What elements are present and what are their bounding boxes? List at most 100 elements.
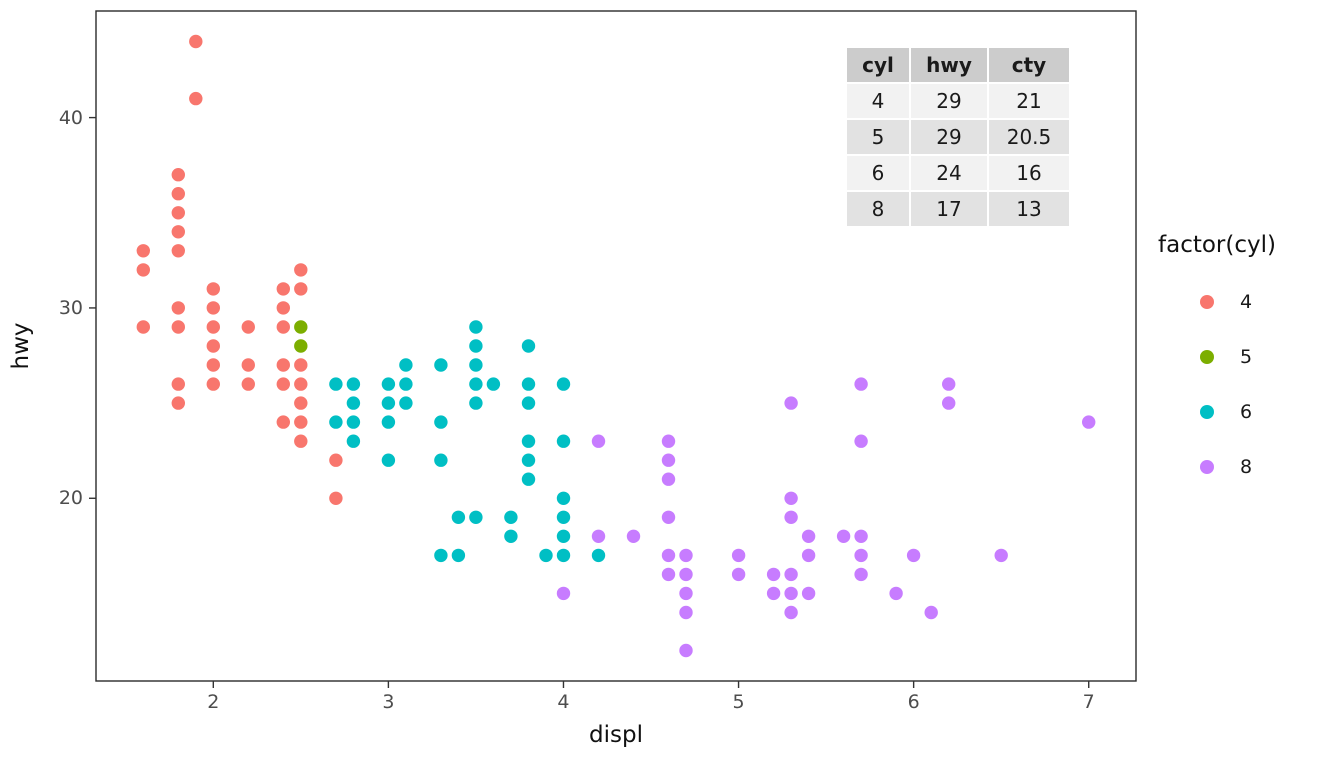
annotation-table-cell: 24 — [911, 156, 987, 190]
y-axis-title: hwy — [8, 322, 34, 370]
data-point-cyl-8 — [661, 434, 676, 448]
data-point-cyl-4 — [276, 282, 290, 296]
annotation-table-cell: 16 — [989, 156, 1069, 190]
data-point-cyl-6 — [521, 472, 536, 486]
data-point-cyl-4 — [171, 187, 185, 201]
data-point-cyl-6 — [469, 377, 483, 391]
data-point-cyl-6 — [486, 377, 501, 391]
data-point-cyl-6 — [346, 434, 361, 448]
legend: factor(cyl) 4 5 6 8 — [1158, 230, 1276, 480]
legend-key-dot — [1200, 349, 1214, 364]
data-point-cyl-4 — [206, 377, 220, 391]
data-point-cyl-8 — [626, 529, 641, 543]
data-point-cyl-4 — [171, 168, 185, 182]
data-point-cyl-8 — [906, 548, 921, 563]
y-tick-label: 30 — [58, 296, 83, 319]
data-point-cyl-4 — [276, 301, 290, 315]
x-tick-label: 6 — [907, 691, 920, 713]
legend-item-cyl-4: 4 — [1158, 288, 1276, 315]
data-point-cyl-6 — [329, 415, 343, 429]
data-point-cyl-8 — [1082, 415, 1096, 429]
x-tick-label: 3 — [382, 691, 395, 713]
data-point-cyl-4 — [241, 377, 255, 391]
data-point-cyl-4 — [171, 320, 185, 334]
data-point-cyl-8 — [679, 586, 693, 601]
data-point-cyl-4 — [206, 339, 220, 353]
data-point-cyl-8 — [854, 529, 868, 543]
data-point-cyl-6 — [434, 548, 448, 563]
data-point-cyl-4 — [294, 415, 308, 429]
annotation-table-cell: 20.5 — [989, 120, 1069, 154]
data-point-cyl-4 — [329, 453, 343, 467]
data-point-cyl-5 — [294, 339, 308, 353]
data-point-cyl-8 — [679, 605, 693, 620]
data-point-cyl-8 — [854, 548, 868, 563]
data-point-cyl-8 — [679, 548, 693, 563]
legend-label: 6 — [1240, 400, 1253, 423]
data-point-cyl-4 — [294, 377, 308, 391]
data-point-cyl-4 — [241, 358, 255, 372]
data-point-cyl-4 — [171, 225, 185, 239]
annotation-table-cell: 4 — [847, 84, 909, 118]
x-tick-label: 5 — [732, 691, 745, 713]
data-point-cyl-6 — [469, 396, 483, 410]
data-point-cyl-6 — [346, 415, 361, 429]
legend-items: 4 5 6 8 — [1158, 288, 1276, 480]
data-point-cyl-8 — [784, 567, 798, 582]
data-point-cyl-8 — [801, 586, 816, 601]
legend-item-cyl-6: 6 — [1158, 398, 1276, 425]
data-point-cyl-4 — [189, 91, 203, 106]
data-point-cyl-4 — [294, 358, 308, 372]
data-point-cyl-5 — [294, 320, 308, 334]
data-point-cyl-4 — [171, 396, 185, 410]
data-point-cyl-8 — [784, 586, 798, 601]
data-point-cyl-6 — [556, 491, 571, 505]
data-point-cyl-6 — [504, 529, 518, 543]
data-point-cyl-8 — [942, 377, 956, 391]
annotation-table-row: 6 24 16 — [847, 156, 1069, 190]
data-point-cyl-6 — [469, 358, 483, 372]
data-point-cyl-8 — [679, 643, 693, 658]
data-point-cyl-8 — [556, 586, 571, 601]
data-point-cyl-8 — [661, 510, 676, 524]
data-point-cyl-8 — [889, 586, 903, 601]
legend-label: 8 — [1240, 455, 1253, 478]
data-point-cyl-6 — [556, 377, 571, 391]
data-point-cyl-4 — [206, 358, 220, 372]
x-tick-label: 7 — [1082, 691, 1095, 713]
annotation-table-cell: 6 — [847, 156, 909, 190]
data-point-cyl-4 — [171, 377, 185, 391]
data-point-cyl-4 — [241, 320, 255, 334]
data-point-cyl-6 — [556, 434, 571, 448]
data-point-cyl-6 — [346, 396, 361, 410]
data-point-cyl-4 — [136, 263, 150, 277]
data-point-cyl-6 — [399, 358, 413, 372]
annotation-table-cell: 13 — [989, 192, 1069, 226]
data-point-cyl-8 — [591, 434, 606, 448]
annotation-table-header: cyl — [847, 48, 909, 82]
data-point-cyl-8 — [731, 567, 746, 582]
legend-label: 5 — [1240, 345, 1253, 368]
annotation-table-cell: 29 — [911, 84, 987, 118]
data-point-cyl-6 — [399, 377, 413, 391]
data-point-cyl-8 — [784, 491, 798, 505]
data-point-cyl-8 — [994, 548, 1008, 563]
data-point-cyl-8 — [766, 567, 781, 582]
data-point-cyl-6 — [556, 510, 571, 524]
data-point-cyl-6 — [329, 377, 343, 391]
annotation-table-header: cty — [989, 48, 1069, 82]
annotation-table-container: cyl hwy cty 4 29 21 5 29 20.5 6 24 16 8 17 13 — [845, 46, 1071, 228]
annotation-table-cell: 21 — [989, 84, 1069, 118]
data-point-cyl-6 — [521, 396, 536, 410]
data-point-cyl-8 — [801, 529, 816, 543]
data-point-cyl-4 — [294, 263, 308, 277]
data-point-cyl-6 — [451, 548, 466, 563]
data-point-cyl-4 — [189, 34, 203, 49]
data-point-cyl-4 — [294, 434, 308, 448]
data-point-cyl-4 — [171, 301, 185, 315]
data-point-cyl-6 — [469, 339, 483, 353]
data-point-cyl-8 — [731, 548, 746, 563]
data-point-cyl-6 — [504, 510, 518, 524]
